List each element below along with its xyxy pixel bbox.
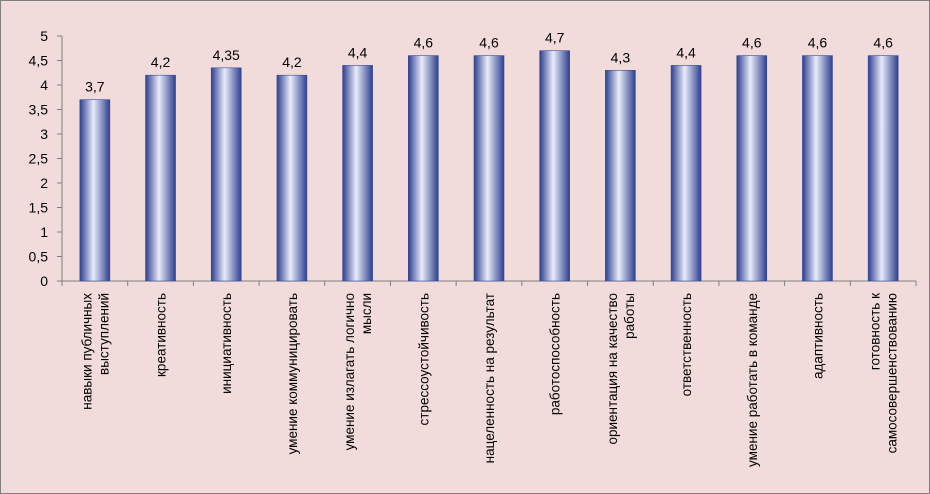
bar (342, 65, 373, 282)
category-label: стрессоустойчивость (416, 293, 431, 425)
bar (473, 55, 505, 282)
bar (408, 55, 439, 282)
category-label: работы (622, 293, 637, 339)
category-label: выступлений (96, 293, 111, 375)
category-label: мысли (359, 293, 374, 334)
y-tick-label: 4 (40, 77, 48, 93)
axes: 0 0,5 1 1,5 2 2,5 3 3,5 4 4,5 5 (29, 28, 917, 289)
y-tick-label: 1,5 (29, 200, 49, 216)
bars (79, 50, 899, 282)
bar (79, 99, 111, 282)
bar (276, 74, 308, 282)
y-tick-label: 0,5 (29, 249, 49, 265)
data-label: 4,6 (808, 35, 828, 51)
y-tick-label: 1 (40, 224, 48, 240)
category-label: нацеленность на результат (482, 293, 497, 463)
data-label: 4,6 (873, 35, 893, 51)
data-label: 4,6 (414, 35, 434, 51)
bar (802, 55, 833, 282)
category-label: адаптивность (810, 293, 825, 379)
bar (736, 55, 768, 282)
bar (670, 65, 702, 282)
category-label: самосовершенствованию (885, 293, 900, 453)
data-label: 4,6 (742, 35, 762, 51)
category-label: умение излагать логично (342, 293, 357, 450)
data-label: 4,4 (348, 44, 368, 60)
category-label: ответственность (679, 293, 694, 396)
category-label: навыки публичных (79, 293, 94, 410)
y-tick-label: 2 (40, 175, 48, 191)
category-label: креативность (154, 293, 169, 377)
category-label: готовность к (868, 293, 883, 370)
bar (867, 55, 899, 282)
data-label: 4,35 (213, 47, 240, 63)
data-label: 4,2 (282, 54, 302, 70)
y-tick-label: 3 (40, 126, 48, 142)
data-label: 4,4 (676, 44, 696, 60)
category-label: ориентация на качество (605, 293, 620, 445)
y-tick-label: 0 (40, 273, 48, 289)
data-label: 4,7 (545, 30, 565, 46)
category-label: умение коммуницировать (285, 293, 300, 454)
category-label: работоспособность (548, 293, 563, 415)
y-tick-label: 4,5 (29, 53, 49, 69)
bar (210, 67, 242, 282)
y-tick-label: 2,5 (29, 151, 49, 167)
data-label: 4,2 (151, 54, 171, 70)
bar (145, 74, 176, 282)
data-label: 4,6 (479, 35, 499, 51)
category-label: инициативность (219, 293, 234, 394)
data-label: 3,7 (85, 79, 105, 95)
y-tick-label: 3,5 (29, 102, 49, 118)
y-tick-label: 5 (40, 28, 48, 44)
bar (539, 50, 570, 282)
data-label: 4,3 (611, 49, 631, 65)
category-label: умение работать в команде (745, 293, 760, 467)
bar (605, 70, 636, 282)
labels: 3,7 навыки публичных выступлений 4,2 креатив… (79, 30, 899, 467)
